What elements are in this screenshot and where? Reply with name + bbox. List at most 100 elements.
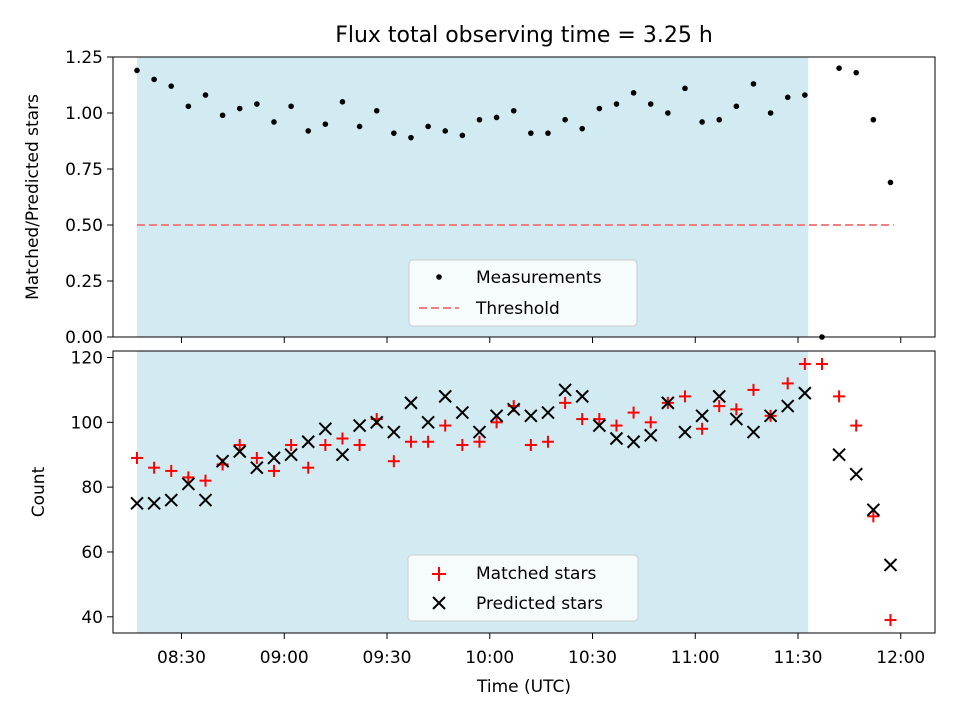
ratio-y-tick-label: 0.50 [65,216,103,236]
measurement-point [408,134,414,141]
matched-star-point [678,390,691,403]
matched-star-point [199,474,212,487]
predicted-star-point [370,415,384,430]
measurement-point [613,101,620,107]
count-y-ticks: 40 60 80 100 120 [71,348,113,628]
ratio-y-ticks: 0.00 0.25 0.50 0.75 1.00 1.25 [65,48,113,348]
matched-star-point [233,439,246,451]
measurement-point [750,81,757,87]
matched-star-point [713,400,726,413]
measurement-point [630,90,637,96]
legend-predicted-label: Predicted stars [476,594,603,614]
predicted-star-point [181,477,196,491]
ratio-legend-box [408,259,638,327]
measurement-point [288,103,294,110]
measurement-point [339,99,346,105]
predicted-star-point [198,493,213,507]
matched-star-point [541,435,554,448]
count-panel: 40 60 80 100 120 08:30 09:00 09:30 10:00 10:30 11… [29,348,936,697]
predicted-star-point [250,460,264,475]
ratio-y-tick-label: 0.25 [65,272,103,292]
measurement-point [391,130,397,136]
count-y-tick-label: 80 [81,478,103,498]
measurement-point [305,128,312,134]
matched-star-point [798,357,811,370]
matched-star-point [850,419,863,432]
matched-star-point [627,406,640,419]
predicted-star-point [866,503,881,517]
measurement-point [647,101,654,107]
matched-star-point [576,413,589,426]
matched-star-point [336,432,349,445]
predicted-star-point [164,493,178,507]
ratio-y-tick-label: 1.25 [65,48,103,68]
predicted-star-point [695,409,709,423]
measurement-point [134,67,140,74]
predicted-star-point [644,428,658,442]
predicted-star-point [147,496,161,511]
measurement-point [373,107,380,114]
predicted-star-point [267,451,281,465]
count-y-axis-label: Count [29,466,49,517]
legend-threshold-label: Threshold [475,299,560,319]
matched-star-point [387,455,400,468]
matched-star-point [781,377,794,390]
predicted-star-point [455,405,470,420]
predicted-star-point [301,435,315,449]
matched-star-point [644,416,657,429]
measurement-point [510,107,517,114]
measurement-point [493,114,500,121]
predicted-star-point [215,454,230,468]
measurement-point [271,119,277,125]
matched-star-point [490,416,503,429]
matched-star-point [610,419,623,432]
time-x-ticks: 08:30 09:00 09:30 10:00 10:30 11:00 11:30 12:00 [157,633,925,668]
predicted-star-point [524,409,538,423]
predicted-star-point [661,396,675,410]
ratio-x-ticks [181,337,902,343]
predicted-star-point [233,444,247,459]
matched-star-point [524,439,537,451]
matched-star-point [285,439,298,451]
matched-star-point [747,383,760,396]
predicted-star-point [626,435,641,449]
matched-star-point [696,422,709,435]
measurement-point [151,76,157,83]
measurement-point [528,130,534,136]
measurement-point [767,110,774,116]
matched-star-point [473,435,486,448]
predicted-star-point [729,412,744,426]
predicted-star-point [558,383,572,397]
ratio-y-tick-label: 0.75 [65,160,103,180]
legend-predicted-marker [432,596,446,610]
matched-star-point [833,390,846,403]
legend-matched-label: Matched stars [476,564,596,584]
measurement-point [322,121,329,127]
measurement-point [459,132,466,139]
time-x-tick-label: 09:30 [363,648,412,668]
matched-star-point [730,403,743,416]
predicted-star-point [352,418,367,433]
matched-star-point [593,413,606,426]
ratio-panel: 0.00 0.25 0.50 0.75 1.00 1.25 Matched/Predict… [23,48,936,348]
measurement-point [202,92,209,98]
legend-measurements-marker [436,274,442,280]
matched-star-point [353,439,366,451]
measurement-point [853,69,860,76]
predicted-star-point [438,389,452,404]
ratio-y-axis-label: Matched/Predicted stars [23,94,43,300]
measurement-point [425,123,431,130]
predicted-star-point [130,496,144,511]
ratio-legend: Measurements Threshold [408,259,638,327]
matched-star-point [182,471,195,484]
measurement-point [596,105,603,112]
matched-star-point [250,451,263,464]
measurement-point [356,123,363,130]
measurement-point [476,116,483,123]
matched-star-point [456,439,469,451]
predicted-star-point [404,396,418,410]
time-x-tick-label: 10:00 [465,648,514,668]
measurement-point [665,110,671,116]
count-axes-frame [112,350,936,634]
